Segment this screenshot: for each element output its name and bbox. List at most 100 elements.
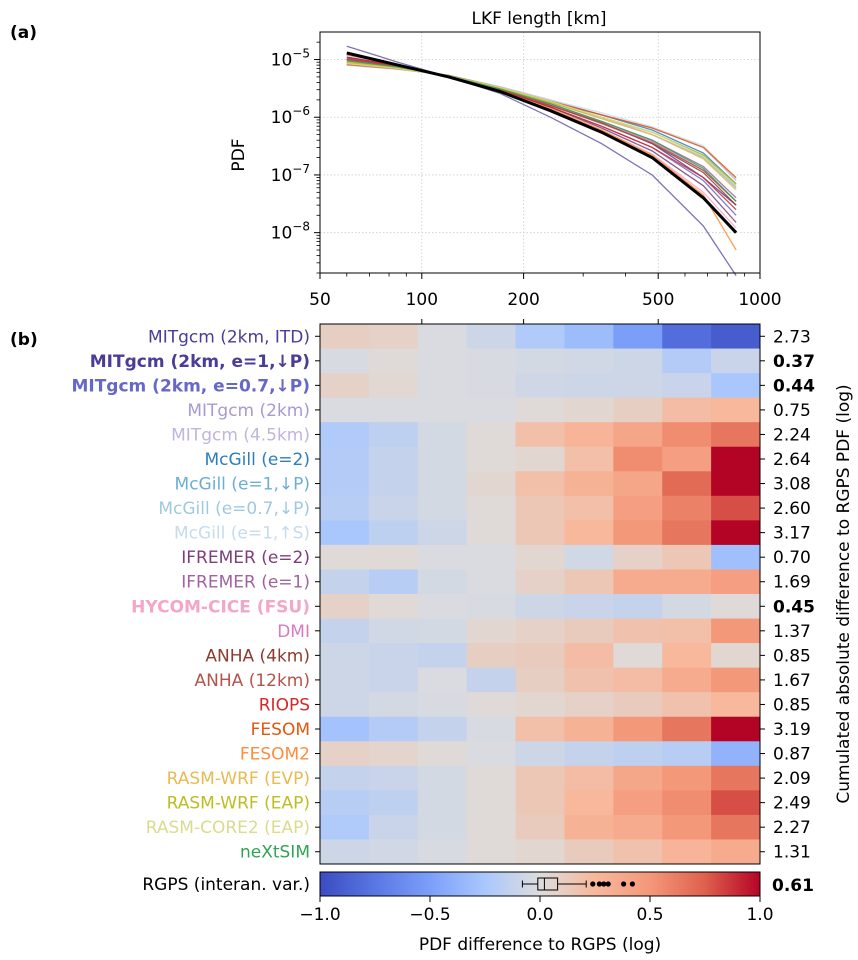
heatmap-cell <box>368 692 419 718</box>
heatmap-cell <box>613 348 663 374</box>
heatmap-cell <box>564 569 614 595</box>
heatmap-cell <box>466 446 516 472</box>
heatmap-cell <box>711 446 761 472</box>
heatmap-cell <box>320 495 370 521</box>
y-tick-label: 10−6 <box>271 104 310 128</box>
row-label: MITgcm (4.5km) <box>171 425 310 445</box>
heatmap-cell <box>711 692 761 718</box>
heatmap-cell <box>564 397 614 423</box>
heatmap-cell <box>515 520 565 546</box>
heatmap-cell <box>662 544 712 570</box>
heatmap-cell <box>417 495 468 521</box>
row-total: 0.75 <box>773 401 811 421</box>
row-total: 0.37 <box>773 352 815 372</box>
heatmap-cell <box>711 495 761 521</box>
heatmap-cell <box>564 741 614 767</box>
heatmap-cell <box>662 594 712 619</box>
heatmap-cell <box>417 594 468 619</box>
heatmap-top-ticks <box>421 319 659 324</box>
heatmap-cell <box>368 716 419 742</box>
boxplot-outlier <box>596 881 603 887</box>
x-tick-label: 500 <box>642 290 674 310</box>
heatmap-cell <box>466 397 516 423</box>
heatmap-cell <box>368 495 419 521</box>
heatmap-cell <box>662 324 712 349</box>
heatmap-cell <box>613 765 663 791</box>
row-label: MITgcm (2km, ITD) <box>148 327 310 347</box>
heatmap-cell <box>662 495 712 521</box>
heatmap-cell <box>564 667 614 693</box>
heatmap-cell <box>368 765 419 791</box>
panel-a-ylabel: PDF <box>229 138 249 171</box>
heatmap-cell <box>320 839 370 865</box>
heatmap-cell <box>417 397 468 423</box>
row-total: 0.85 <box>773 646 811 666</box>
row-label: FESOM2 <box>240 745 310 765</box>
heatmap-cell <box>466 765 516 791</box>
heatmap-cell <box>613 422 663 448</box>
panel-b-label: (b) <box>10 330 38 350</box>
row-label: RASM-WRF (EAP) <box>167 794 310 814</box>
heatmap-cell <box>417 839 468 865</box>
heatmap-cell <box>711 324 761 349</box>
heatmap-cell <box>711 348 761 374</box>
boxplot-outlier <box>590 881 596 887</box>
heatmap-cell <box>320 397 370 423</box>
rgps-boxplot <box>521 877 636 891</box>
heatmap-cell <box>613 471 663 497</box>
series-line <box>346 51 738 234</box>
panel-a-x-axis: 50 100 200 500 1000 <box>309 273 782 310</box>
heatmap-cell <box>564 765 614 791</box>
row-total: 1.37 <box>773 622 811 642</box>
heatmap-cell <box>662 790 712 816</box>
heatmap-cell <box>515 594 565 619</box>
heatmap-cell <box>466 373 516 399</box>
heatmap-cell <box>711 373 761 399</box>
series-line <box>346 62 737 185</box>
row-total: 2.09 <box>773 769 811 789</box>
heatmap-cell <box>417 520 468 546</box>
row-total: 1.69 <box>773 573 811 593</box>
heatmap-cell <box>515 348 565 374</box>
row-label: MITgcm (2km, e=1,↓P) <box>90 352 310 372</box>
colorbar-label: PDF difference to RGPS (log) <box>419 935 661 955</box>
heatmap-cell <box>417 422 468 448</box>
heatmap-cell <box>662 643 712 669</box>
heatmap-cell <box>662 618 712 644</box>
series-line <box>346 57 737 211</box>
row-label: DMI <box>277 622 310 642</box>
heatmap-cell <box>417 692 468 718</box>
boxplot-outlier <box>629 881 636 887</box>
heatmap-cell <box>417 790 468 816</box>
heatmap-cell <box>564 692 614 718</box>
panel-a-lines <box>346 45 738 276</box>
heatmap-cell <box>320 765 370 791</box>
heatmap-cell <box>564 594 614 619</box>
heatmap-cell <box>417 765 468 791</box>
row-total: 3.08 <box>773 475 811 495</box>
row-label: FESOM <box>251 720 310 740</box>
y-tick-label: 10−5 <box>271 47 310 71</box>
heatmap-cell <box>368 839 419 865</box>
heatmap-cell <box>320 692 370 718</box>
heatmap-cell <box>711 544 761 570</box>
heatmap-cell <box>368 790 419 816</box>
row-label: IFREMER (e=2) <box>181 548 310 568</box>
series-line <box>346 58 737 202</box>
heatmap-cell <box>662 373 712 399</box>
heatmap-cell <box>417 814 468 840</box>
heatmap-cell <box>564 520 614 546</box>
heatmap-cell <box>613 495 663 521</box>
heatmap-cell <box>320 814 370 840</box>
heatmap-cell <box>515 790 565 816</box>
row-total: 2.24 <box>773 425 811 445</box>
heatmap-cell <box>320 569 370 595</box>
heatmap-cell <box>466 618 516 644</box>
heatmap-cell <box>320 716 370 742</box>
panel-a-frame <box>319 31 761 274</box>
colorbar-tick-label: 0.5 <box>636 905 663 925</box>
heatmap-cell <box>711 814 761 840</box>
panel-a-grid <box>320 32 760 273</box>
